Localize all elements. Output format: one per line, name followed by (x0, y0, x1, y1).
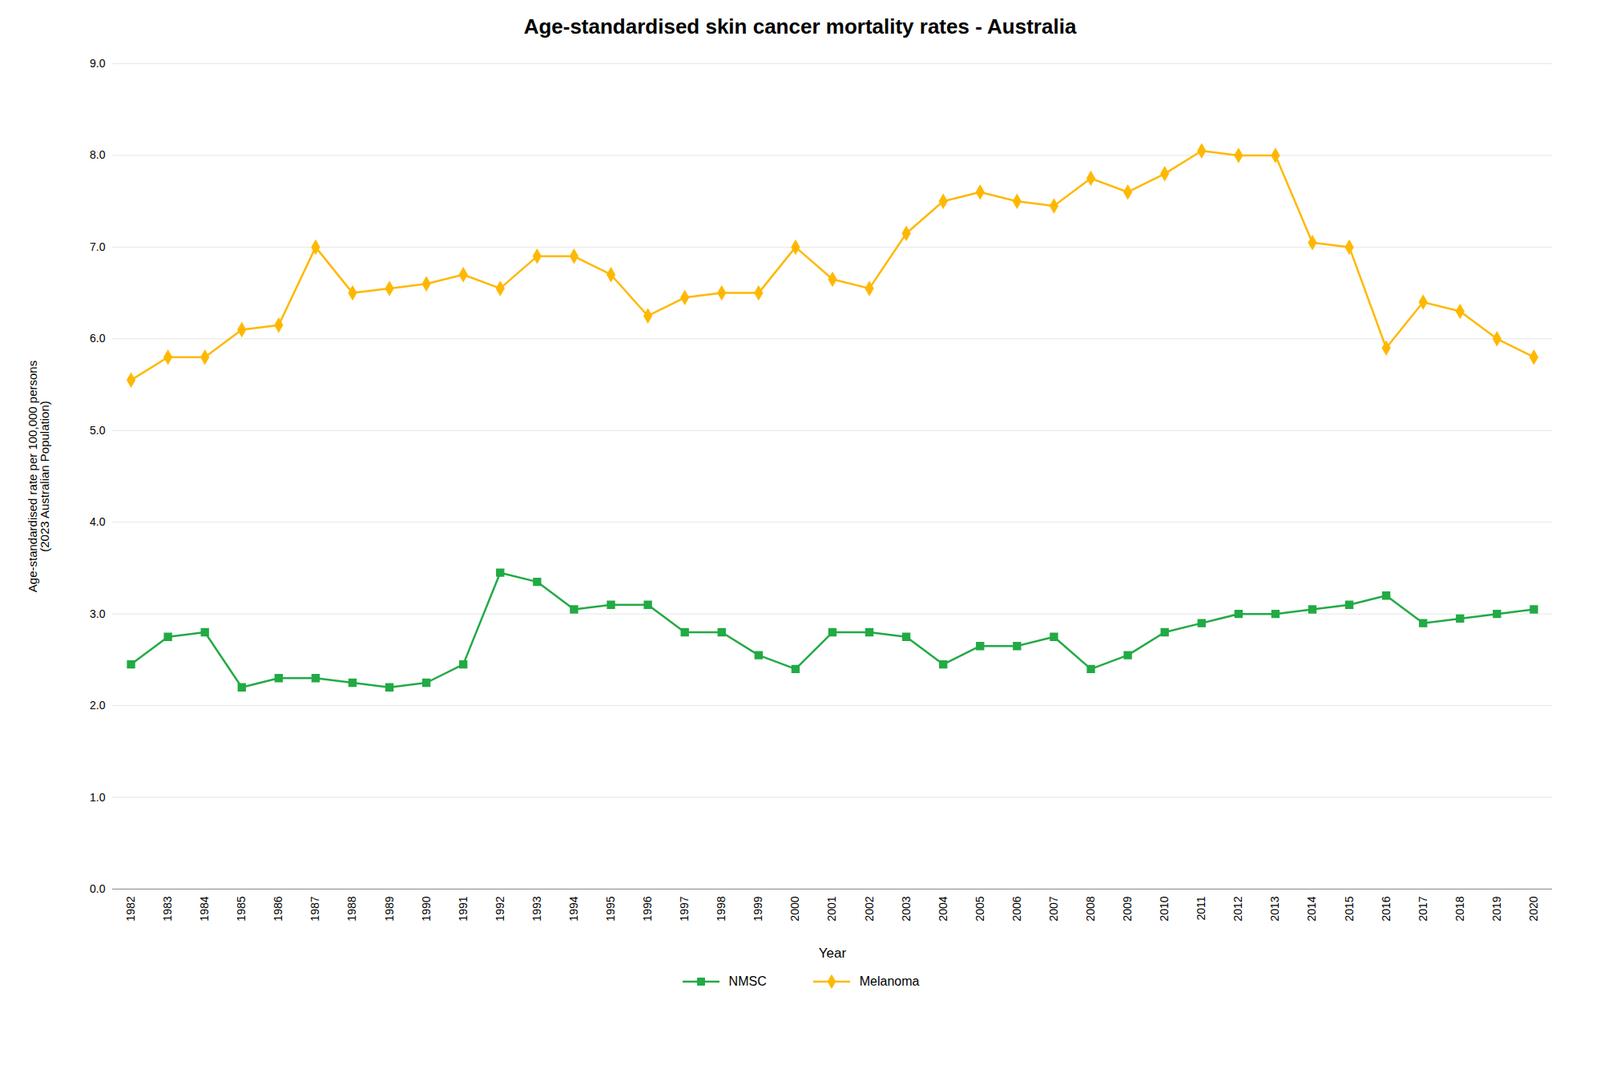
svg-text:2018: 2018 (1453, 895, 1467, 921)
html-text:Melanoma: Melanoma (859, 974, 920, 988)
svg-text:1999: 1999 (751, 895, 765, 921)
svg-text:1996: 1996 (640, 895, 654, 921)
svg-text:1988: 1988 (345, 895, 359, 921)
svg-text:8.0: 8.0 (89, 148, 106, 162)
svg-text:9.0: 9.0 (89, 56, 106, 70)
svg-text:1997: 1997 (677, 895, 691, 921)
svg-text:2012: 2012 (1231, 895, 1245, 921)
svg-text:2020: 2020 (1527, 895, 1540, 921)
svg-text:2009: 2009 (1120, 895, 1134, 921)
svg-text:1990: 1990 (419, 895, 433, 921)
svg-text:2010: 2010 (1157, 895, 1171, 921)
svg-text:2004: 2004 (936, 895, 950, 921)
svg-text:2001: 2001 (825, 895, 839, 921)
svg-text:1998: 1998 (714, 895, 728, 921)
svg-text:1986: 1986 (271, 895, 285, 921)
svg-text:2017: 2017 (1416, 895, 1430, 921)
svg-text:1992: 1992 (493, 895, 507, 921)
svg-text:2002: 2002 (862, 895, 876, 921)
svg-text:2008: 2008 (1084, 895, 1097, 921)
html-text:Age-standardised skin cancer m: Age-standardised skin cancer mortality r… (523, 14, 1077, 39)
svg-text:Age-standardised rate per 100,: Age-standardised rate per 100,000 person… (25, 360, 52, 593)
svg-text:2006: 2006 (1010, 895, 1024, 921)
svg-text:1985: 1985 (234, 895, 248, 921)
svg-text:2003: 2003 (899, 895, 913, 921)
svg-text:1994: 1994 (567, 895, 581, 921)
svg-text:2.0: 2.0 (89, 698, 106, 712)
svg-text:5.0: 5.0 (89, 423, 106, 437)
svg-text:1983: 1983 (161, 895, 174, 921)
svg-text:1987: 1987 (308, 895, 322, 921)
svg-text:2005: 2005 (973, 895, 987, 921)
svg-text:4.0: 4.0 (89, 515, 106, 528)
svg-text:2007: 2007 (1047, 895, 1060, 921)
svg-text:1989: 1989 (382, 895, 396, 921)
svg-text:7.0: 7.0 (89, 240, 106, 254)
svg-text:2013: 2013 (1268, 895, 1282, 921)
svg-text:1984: 1984 (197, 895, 211, 921)
svg-text:2011: 2011 (1194, 895, 1208, 920)
svg-text:1995: 1995 (604, 895, 617, 921)
svg-text:2019: 2019 (1490, 895, 1504, 921)
svg-text:6.0: 6.0 (89, 331, 106, 345)
svg-text:2000: 2000 (788, 895, 802, 921)
svg-text:1.0: 1.0 (89, 790, 106, 804)
svg-text:3.0: 3.0 (89, 607, 106, 621)
svg-text:1982: 1982 (124, 895, 138, 921)
svg-text:1993: 1993 (530, 895, 544, 921)
svg-text:1991: 1991 (456, 895, 470, 921)
svg-text:2016: 2016 (1379, 895, 1393, 921)
svg-text:2015: 2015 (1342, 895, 1356, 921)
svg-text:0.0: 0.0 (89, 882, 106, 895)
html-text:NMSC: NMSC (728, 974, 767, 988)
svg-text:Year: Year (818, 945, 847, 961)
svg-text:2014: 2014 (1305, 895, 1318, 921)
